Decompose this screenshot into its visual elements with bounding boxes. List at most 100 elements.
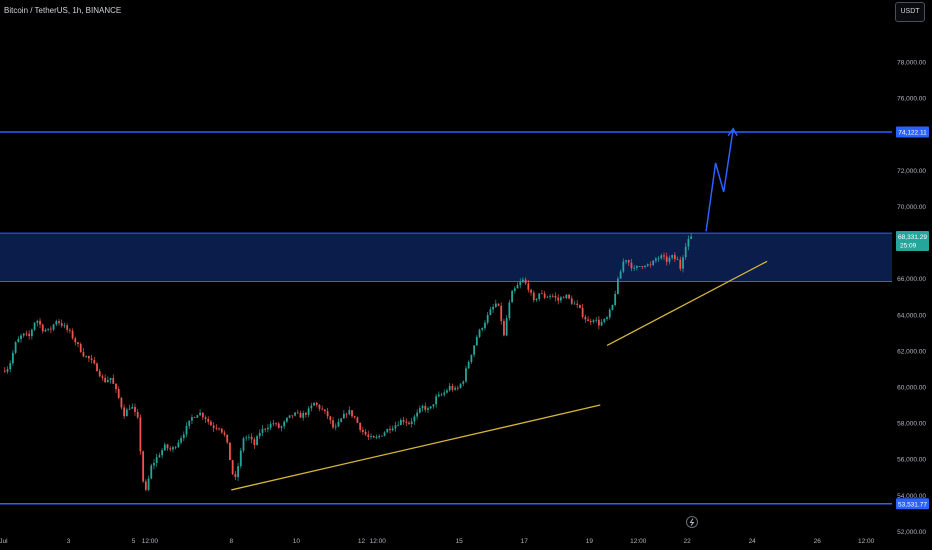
candle-body <box>283 421 286 427</box>
candle-body <box>218 428 220 430</box>
candle-body <box>619 271 622 279</box>
candle-body <box>361 429 364 432</box>
candle-body <box>353 416 356 418</box>
candle-body <box>538 293 541 300</box>
candle-body <box>391 428 394 431</box>
candle-body <box>288 415 291 418</box>
candle-body <box>242 438 245 451</box>
candle-body <box>467 361 470 369</box>
candle-body <box>155 457 158 464</box>
price-axis <box>892 0 932 550</box>
candle-body <box>85 356 88 357</box>
candle-body <box>68 329 71 331</box>
candle-body <box>644 265 646 268</box>
candle-body <box>375 437 378 439</box>
candle-body <box>587 319 589 321</box>
candle-body <box>663 255 665 257</box>
candle-body <box>429 406 432 409</box>
trendline-1 <box>231 404 601 491</box>
candle-body <box>408 422 410 424</box>
candle-body <box>329 416 332 421</box>
candle-body <box>272 423 275 425</box>
candle-body <box>223 432 226 435</box>
price-tick-label: 64,000.00 <box>897 312 926 319</box>
candle-body <box>443 392 446 395</box>
candle-body <box>598 319 600 326</box>
candle-body <box>79 344 82 353</box>
candle-body <box>258 432 261 437</box>
candle-body <box>98 371 101 377</box>
candle-body <box>367 434 370 438</box>
candle-body <box>448 386 451 391</box>
resistance-price-label: 74,122.11 <box>898 129 927 136</box>
candle-body <box>248 436 250 438</box>
candle-body <box>215 427 218 429</box>
candle-body <box>372 436 375 438</box>
candle-body <box>530 289 532 293</box>
candle-body <box>17 339 20 343</box>
candle-body <box>560 297 562 301</box>
candle-body <box>104 377 107 383</box>
candle-body <box>28 333 31 337</box>
time-tick-label: 3 <box>67 538 71 545</box>
candle-body <box>554 295 557 298</box>
candle-body <box>351 410 353 417</box>
price-tick-label: 72,000.00 <box>897 168 926 175</box>
candle-body <box>229 442 231 461</box>
candle-body <box>673 255 676 260</box>
candle-body <box>239 450 242 467</box>
candle-body <box>432 404 435 407</box>
candle-body <box>446 390 448 393</box>
candle-body <box>207 418 210 422</box>
time-tick-label: 12:00 <box>858 538 875 545</box>
candle-body <box>174 447 177 448</box>
candle-body <box>562 297 565 299</box>
candle-body <box>459 383 462 388</box>
time-tick-label: 19 <box>586 538 594 545</box>
candle-body <box>231 460 234 475</box>
candle-body <box>440 394 443 396</box>
candle-body <box>399 419 402 426</box>
candle-body <box>475 336 478 346</box>
candle-body <box>106 379 109 383</box>
candle-body <box>74 338 77 343</box>
candle-body <box>245 437 248 439</box>
support-price-tag <box>896 498 929 510</box>
candle-body <box>402 419 405 422</box>
candle-body <box>503 321 505 336</box>
candle-body <box>421 405 424 409</box>
candle-body <box>682 257 684 269</box>
candle-body <box>14 342 17 353</box>
candle-body <box>109 378 112 380</box>
candle-body <box>549 295 551 297</box>
candle-body <box>52 324 55 330</box>
candle-body <box>603 318 606 323</box>
candle-body <box>11 352 14 364</box>
time-tick-label: 10 <box>293 538 301 545</box>
candle-body <box>275 423 277 425</box>
candle-body <box>576 303 579 305</box>
candle-body <box>484 322 486 329</box>
candle-body <box>142 451 145 482</box>
time-tick-label: Jul <box>0 538 8 545</box>
support-price-label: 53,531.77 <box>898 501 927 508</box>
candle-body <box>302 412 305 418</box>
candle-body <box>120 397 123 408</box>
candle-body <box>342 413 345 419</box>
candle-body <box>630 262 633 269</box>
time-tick-label: 8 <box>229 538 233 545</box>
price-tick-label: 70,000.00 <box>897 204 926 211</box>
candle-body <box>427 408 429 410</box>
candle-body <box>128 408 131 410</box>
candle-body <box>315 402 318 405</box>
candle-body <box>519 282 522 285</box>
candle-body <box>654 258 657 261</box>
candle-body <box>489 309 492 316</box>
currency-button[interactable]: USDT <box>895 2 925 22</box>
candle-body <box>497 303 500 306</box>
price-tick-label: 58,000.00 <box>897 421 926 428</box>
price-tick-label: 78,000.00 <box>897 59 926 66</box>
candle-body <box>96 363 98 372</box>
candle-body <box>256 436 258 446</box>
